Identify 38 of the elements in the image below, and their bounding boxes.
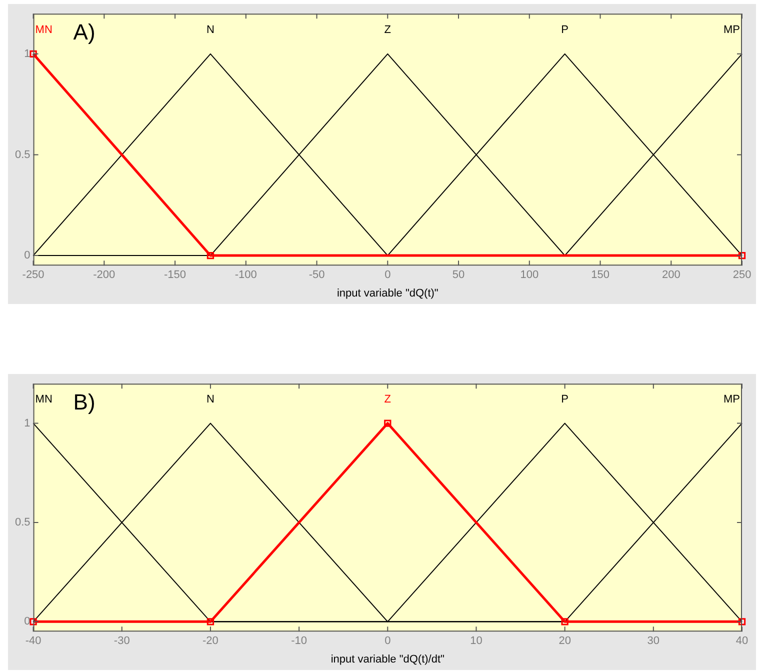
annotation: A)	[73, 20, 96, 45]
series-label: Z	[384, 393, 392, 406]
series-label: P	[561, 393, 568, 406]
x-tick-label: 30	[647, 635, 660, 648]
x-tick-label: -10	[291, 635, 308, 648]
x-tick-label: 10	[470, 635, 482, 648]
series-label: N	[206, 24, 214, 36]
x-tick-label: -20	[202, 635, 218, 648]
x-tick-label: -250	[22, 269, 44, 282]
series-label: MN	[35, 24, 52, 36]
x-tick-label: 0	[384, 635, 391, 648]
x-tick-label: -40	[25, 635, 42, 648]
x-tick-label: 150	[591, 269, 610, 282]
x-tick-label: 40	[736, 635, 748, 648]
series-label: MP	[724, 393, 740, 406]
x-tick-label: -100	[234, 269, 257, 282]
y-tick-label: 1	[24, 417, 30, 430]
x-tick-label: 0	[384, 269, 391, 282]
x-tick-label: 200	[662, 269, 680, 282]
series-label: MP	[724, 24, 740, 36]
x-tick-label: -50	[308, 269, 325, 282]
series-label: P	[561, 24, 568, 36]
x-tick-label: 250	[732, 269, 752, 282]
x-tick-label: 20	[558, 635, 571, 648]
y-tick-label: 0.5	[14, 148, 30, 161]
x-tick-label: 100	[520, 269, 539, 282]
x-axis-title: input variable "dQ(t)"	[336, 287, 438, 300]
annotation: B)	[73, 390, 96, 415]
x-tick-label: -30	[114, 635, 130, 648]
x-tick-label: -150	[164, 269, 186, 282]
x-tick-label: -200	[93, 269, 116, 282]
series-label: N	[206, 393, 214, 406]
x-axis-title: input variable "dQ(t)/dt"	[330, 653, 445, 666]
series-label: MN	[35, 393, 52, 406]
x-tick-label: 50	[452, 269, 465, 282]
series-label: Z	[384, 24, 392, 36]
y-tick-label: 0	[24, 250, 30, 262]
y-tick-label: 0.5	[14, 516, 30, 529]
